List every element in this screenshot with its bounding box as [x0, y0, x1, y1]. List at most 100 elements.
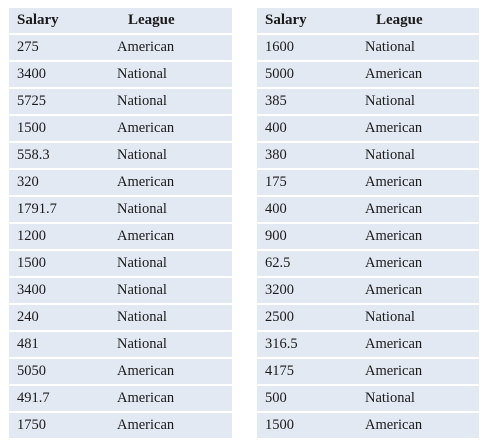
- league-cell: American: [117, 174, 175, 190]
- salary-cell: 1750: [17, 417, 46, 433]
- league-cell: American: [365, 66, 423, 82]
- table-row: 1500 American: [9, 116, 232, 141]
- salary-cell: 385: [265, 93, 287, 109]
- salary-cell: 5050: [17, 363, 46, 379]
- league-cell: National: [117, 255, 167, 271]
- league-cell: American: [365, 282, 423, 298]
- salary-cell: 1500: [17, 255, 46, 271]
- table-body: 1600 National 5000 American 385 National 400 Am…: [257, 35, 479, 438]
- salary-cell: 900: [265, 228, 287, 244]
- table-body: 275 American 3400 National 5725 National 1500 A…: [9, 35, 232, 438]
- salary-cell: 3400: [17, 282, 46, 298]
- table-row: 558.3 National: [9, 143, 232, 168]
- league-cell: National: [365, 309, 415, 325]
- table-row: 380 National: [257, 143, 479, 168]
- league-cell: American: [365, 120, 423, 136]
- salary-cell: 2500: [265, 309, 294, 325]
- table-row: 240 National: [9, 305, 232, 330]
- salary-cell: 3400: [17, 66, 46, 82]
- league-cell: American: [365, 363, 423, 379]
- table-row: 1500 National: [9, 251, 232, 276]
- salary-cell: 1200: [17, 228, 46, 244]
- salary-cell: 62.5: [265, 255, 291, 271]
- table-row: 1200 American: [9, 224, 232, 249]
- table-row: 1791.7 National: [9, 197, 232, 222]
- league-cell: American: [365, 255, 423, 271]
- salary-cell: 5000: [265, 66, 294, 82]
- league-cell: National: [117, 93, 167, 109]
- salary-cell: 275: [17, 39, 39, 55]
- table-header: Salary League: [9, 8, 232, 33]
- table-row: 500 National: [257, 386, 479, 411]
- league-cell: National: [365, 93, 415, 109]
- table-row: 320 American: [9, 170, 232, 195]
- league-cell: American: [365, 228, 423, 244]
- salary-cell: 1500: [17, 120, 46, 136]
- table-row: 5050 American: [9, 359, 232, 384]
- table-row: 400 American: [257, 116, 479, 141]
- table-row: 1750 American: [9, 413, 232, 438]
- league-cell: American: [117, 417, 175, 433]
- league-cell: National: [117, 282, 167, 298]
- league-cell: American: [117, 228, 175, 244]
- salary-cell: 481: [17, 336, 39, 352]
- league-cell: American: [365, 201, 423, 217]
- table-row: 175 American: [257, 170, 479, 195]
- league-cell: American: [365, 174, 423, 190]
- league-cell: American: [117, 39, 175, 55]
- salary-cell: 558.3: [17, 147, 50, 163]
- league-cell: National: [365, 390, 415, 406]
- table-row: 62.5 American: [257, 251, 479, 276]
- salary-cell: 1500: [265, 417, 294, 433]
- league-cell: American: [365, 336, 423, 352]
- league-cell: American: [117, 363, 175, 379]
- salary-column-header: Salary: [265, 12, 307, 28]
- salary-cell: 1791.7: [17, 201, 57, 217]
- league-cell: American: [117, 390, 175, 406]
- salary-cell: 1600: [265, 39, 294, 55]
- league-cell: National: [117, 201, 167, 217]
- league-cell: American: [117, 120, 175, 136]
- table-row: 2500 National: [257, 305, 479, 330]
- table-row: 5000 American: [257, 62, 479, 87]
- table-row: 275 American: [9, 35, 232, 60]
- table-row: 3200 American: [257, 278, 479, 303]
- table-row: 5725 National: [9, 89, 232, 114]
- salary-cell: 5725: [17, 93, 46, 109]
- league-cell: National: [117, 309, 167, 325]
- salary-cell: 400: [265, 201, 287, 217]
- salary-table-right: Salary League 1600 National 5000 American 38…: [257, 8, 479, 440]
- salary-cell: 175: [265, 174, 287, 190]
- salary-cell: 320: [17, 174, 39, 190]
- table-row: 491.7 American: [9, 386, 232, 411]
- table-row: 3400 National: [9, 62, 232, 87]
- salary-cell: 400: [265, 120, 287, 136]
- salary-cell: 316.5: [265, 336, 298, 352]
- table-row: 1500 American: [257, 413, 479, 438]
- salary-cell: 380: [265, 147, 287, 163]
- salary-cell: 491.7: [17, 390, 50, 406]
- league-cell: National: [117, 66, 167, 82]
- table-header: Salary League: [257, 8, 479, 33]
- league-cell: American: [365, 417, 423, 433]
- league-cell: National: [117, 336, 167, 352]
- table-row: 900 American: [257, 224, 479, 249]
- salary-cell: 3200: [265, 282, 294, 298]
- league-cell: National: [117, 147, 167, 163]
- salary-cell: 240: [17, 309, 39, 325]
- league-column-header: League: [128, 12, 175, 28]
- table-row: 4175 American: [257, 359, 479, 384]
- league-cell: National: [365, 39, 415, 55]
- table-row: 385 National: [257, 89, 479, 114]
- salary-cell: 500: [265, 390, 287, 406]
- table-row: 316.5 American: [257, 332, 479, 357]
- table-row: 481 National: [9, 332, 232, 357]
- league-column-header: League: [376, 12, 423, 28]
- table-row: 3400 National: [9, 278, 232, 303]
- league-cell: National: [365, 147, 415, 163]
- salary-column-header: Salary: [17, 12, 59, 28]
- table-row: 400 American: [257, 197, 479, 222]
- table-row: 1600 National: [257, 35, 479, 60]
- salary-table-left: Salary League 275 American 3400 National 572…: [9, 8, 232, 440]
- salary-cell: 4175: [265, 363, 294, 379]
